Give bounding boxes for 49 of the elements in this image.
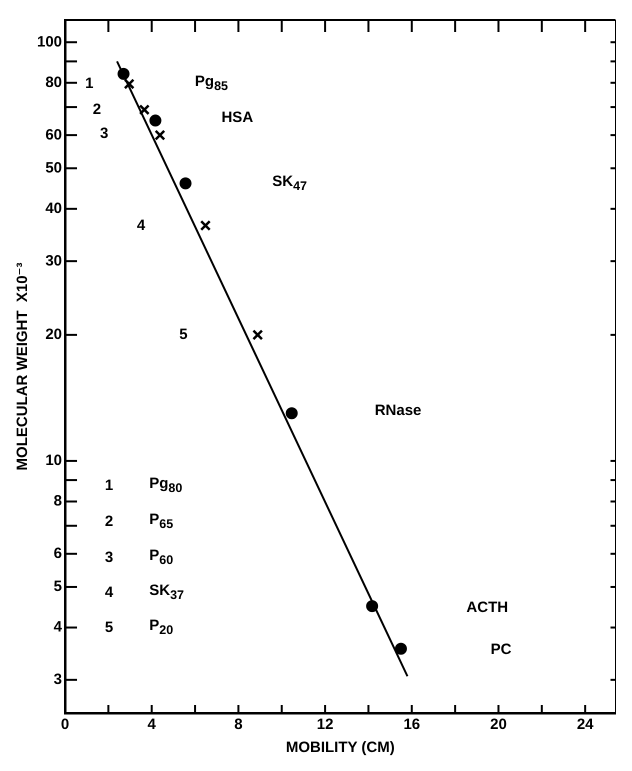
x-tick-label: 12 [316,716,334,734]
y-tick-label: 8 [54,492,62,510]
x-tick-label: 24 [576,716,594,734]
annotation: RNase [374,402,422,420]
y-tick-label: 20 [45,326,62,344]
text: 4 SK$_{37}$ [104,582,184,602]
x-axis-title: MOBILITY (CM) [286,739,395,756]
annotation: Pg$_{85}$ [194,73,228,96]
annotation: 5 [179,326,188,344]
annotation: HSA [221,109,254,128]
annotation: 4 [136,216,146,235]
point [138,104,150,116]
text: 1 Pg$_{80}$ [104,474,182,495]
point [149,114,162,127]
point [286,407,298,420]
text: 2 P$_{65}$ [104,510,174,531]
text: 3 P$_{60}$ [104,546,174,567]
x-tick-label: 0 [60,716,70,734]
x-tick-label: 4 [148,716,157,734]
y-tick-label: 5 [54,578,62,596]
annotation: ACTH [466,599,508,618]
x-tick-label: 16 [403,716,420,734]
annotation: 1 [85,75,94,94]
y-tick-label: 50 [45,159,62,176]
point [252,329,264,340]
point [124,78,135,90]
point [118,68,130,80]
annotation: 2 [92,101,102,120]
y-tick-label: 3 [54,670,62,688]
y-tick-label: 6 [54,544,62,562]
y-axis-title: MOLECULAR WEIGHT X10⁻³ [14,262,32,470]
annotation: SK$_{47}$ [272,172,307,195]
annotation: 3 [100,124,108,143]
x-tick-label: 20 [490,716,507,734]
annotation: PC [490,640,512,659]
point [394,642,407,655]
y-tick-label: 60 [45,126,62,144]
y-tick-label: 80 [45,74,62,91]
point [200,220,211,231]
point [154,130,166,141]
text: 5 P$_{20}$ [104,617,174,638]
y-tick-label: 10 [45,452,62,470]
point [366,600,378,612]
y-tick-label: 100 [36,33,62,50]
y-tick-label: 40 [45,200,62,217]
point [180,177,192,190]
y-tick-label: 30 [45,252,62,270]
y-tick-label: 4 [54,618,63,636]
x-tick-label: 8 [234,716,243,734]
